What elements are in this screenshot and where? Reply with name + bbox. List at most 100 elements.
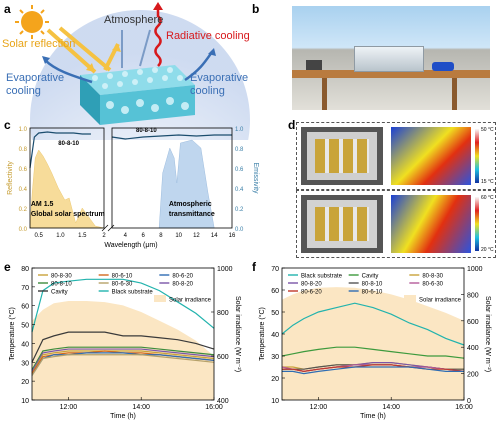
x-tick-label: 16:00: [455, 404, 473, 411]
y-tick-label: 10: [21, 398, 29, 405]
y-axis-label: Reflectivity: [7, 161, 14, 195]
colorbar-bottom-max: 60 °C: [481, 195, 494, 201]
x-tick-label: 14:00: [132, 404, 150, 411]
thermal-image-bottom: [391, 195, 471, 253]
x-tick-label: 12: [193, 233, 200, 239]
material-block: [80, 65, 195, 125]
colorbar-top-min: 15 °C: [481, 179, 494, 185]
plot-frame: [31, 267, 215, 401]
chart-c: 0.0 0.0 0.2 0.2 0.4 0.4 0.6 0.6 0.8 0.8 1.0 1.0 0.5 1…: [7, 127, 259, 249]
x-tick-label: 10: [175, 233, 182, 239]
y-tick-label: 20: [271, 376, 279, 383]
radiative-cooling-label: Radiative cooling: [166, 30, 250, 42]
series-black-substrate: [281, 302, 465, 346]
photo-group-top: 50 °C 15 °C: [296, 122, 496, 190]
y-axis-label: Temperature (°C): [8, 307, 16, 361]
visible-photo-top: [301, 127, 383, 185]
legend-label: 80-6-20: [301, 290, 322, 296]
y-right-tick-label: 800: [217, 310, 229, 317]
blue-bag: [432, 62, 454, 71]
annotation-global-solar: Global solar spectrum: [31, 211, 105, 218]
test-box: [354, 46, 424, 72]
plot-frame-left: [29, 127, 105, 229]
table-leg: [452, 78, 457, 110]
y-tick-label: 10: [271, 398, 279, 405]
y-right-tick-label: 0: [467, 398, 471, 405]
legend-swatch: [154, 295, 166, 302]
y-right-tick-label: 1000: [217, 266, 233, 273]
x-tick-label: 0.5: [35, 233, 44, 239]
series-solar-irradiance: [282, 287, 464, 400]
panel-d: d 50 °C 15 °C 60 °C 20 °C: [268, 118, 500, 260]
x-tick-label: 1.5: [78, 233, 87, 239]
y-tick-label: 0.0: [19, 227, 28, 233]
panel-d-label: d: [288, 118, 296, 132]
y-right-tick-label: 800: [467, 292, 479, 299]
y-tick-label: 70: [271, 266, 279, 273]
y-right-axis-label: Solar irradiance (W m⁻²): [234, 296, 241, 372]
x-tick-label: 8: [159, 233, 163, 239]
legend-label: Black substrate: [112, 290, 154, 296]
visible-photo-bottom: [301, 195, 383, 253]
series-80-6-30: [31, 354, 215, 376]
small-device: [306, 60, 322, 70]
y-right-tick-label: 0.2: [235, 207, 244, 213]
chart-e: 10 20 30 40 50 60 70 80 400 600 800 1000 12:00 14:00 1…: [8, 266, 241, 420]
y-tick-label: 60: [271, 288, 279, 295]
legend-label: 80-8-20: [301, 282, 322, 288]
colorbar-top-max: 50 °C: [481, 127, 494, 133]
y-right-axis-label: Emissivity: [252, 162, 259, 194]
panel-e-label: e: [4, 260, 11, 274]
legend-swatch: [404, 295, 416, 302]
y-right-tick-label: 400: [467, 345, 479, 352]
y-tick-label: 1.0: [19, 127, 28, 133]
y-tick-label: 20: [21, 379, 29, 386]
annotation-transmittance: transmittance: [169, 211, 215, 218]
y-tick-label: 0.6: [19, 167, 28, 173]
photo-group-bottom: 60 °C 20 °C: [296, 190, 496, 258]
annotation-sample-left: 80-8-10: [58, 141, 79, 147]
legend-label: Black substrate: [301, 274, 343, 280]
x-tick-label: 6: [141, 233, 145, 239]
solar-reflection-label: Solar reflection: [2, 38, 76, 50]
x-tick-label: 12:00: [60, 404, 78, 411]
x-tick-label: 12:00: [310, 404, 328, 411]
panel-a-label: a: [4, 2, 11, 16]
legend-label: 80-8-10: [362, 282, 383, 288]
y-tick-label: 0.8: [19, 147, 28, 153]
y-tick-label: 30: [271, 354, 279, 361]
table-leg: [322, 78, 327, 110]
x-axis-label: Time (h): [360, 413, 386, 420]
y-right-tick-label: 600: [467, 319, 479, 326]
legend-label: 80-6-30: [422, 282, 443, 288]
series-black-substrate: [31, 278, 215, 333]
series-cavity: [31, 331, 215, 363]
x-tick-label: 14: [211, 233, 218, 239]
y-tick-label: 50: [271, 310, 279, 317]
series-80-8-10: [31, 346, 215, 371]
y-right-tick-label: 0.4: [235, 187, 244, 193]
colorbar-bottom: [475, 197, 479, 251]
legend-label: 80-6-10: [112, 274, 133, 280]
x-tick-label: 1.0: [56, 233, 65, 239]
legend-label: Solar irradiance: [419, 298, 462, 304]
panel-f-label: f: [252, 260, 256, 274]
y-right-tick-label: 400: [217, 398, 229, 405]
evaporative-right-label: Evaporative cooling: [190, 72, 249, 97]
thermal-image-top: [391, 127, 471, 185]
panel-c: c 0.0 0.0 0.2 0.2 0.4 0.4 0.6 0.6 0.8 0.8 1.0 1.0 0.…: [0, 118, 268, 258]
series-80-8-20: [31, 348, 215, 373]
atmospheric-window-area: [158, 139, 215, 229]
axis-break-mark: [107, 224, 115, 232]
y-tick-label: 0.2: [19, 207, 28, 213]
series-80-8-30: [31, 350, 215, 374]
annotation-am15: AM 1.5: [31, 201, 54, 208]
y-right-tick-label: 0.0: [235, 227, 244, 233]
chart-f: 10 20 30 40 50 60 70 0 200 400 600 800 1000 12:00 14:0…: [258, 266, 491, 420]
y-tick-label: 0.4: [19, 187, 28, 193]
y-tick-label: 70: [21, 285, 29, 292]
evaporative-arrow-left: [44, 59, 93, 84]
x-tick-label: 16:00: [205, 404, 223, 411]
x-tick-label: 16: [229, 233, 236, 239]
y-right-axis-label: Solar irradiance (W m⁻²): [484, 296, 491, 372]
